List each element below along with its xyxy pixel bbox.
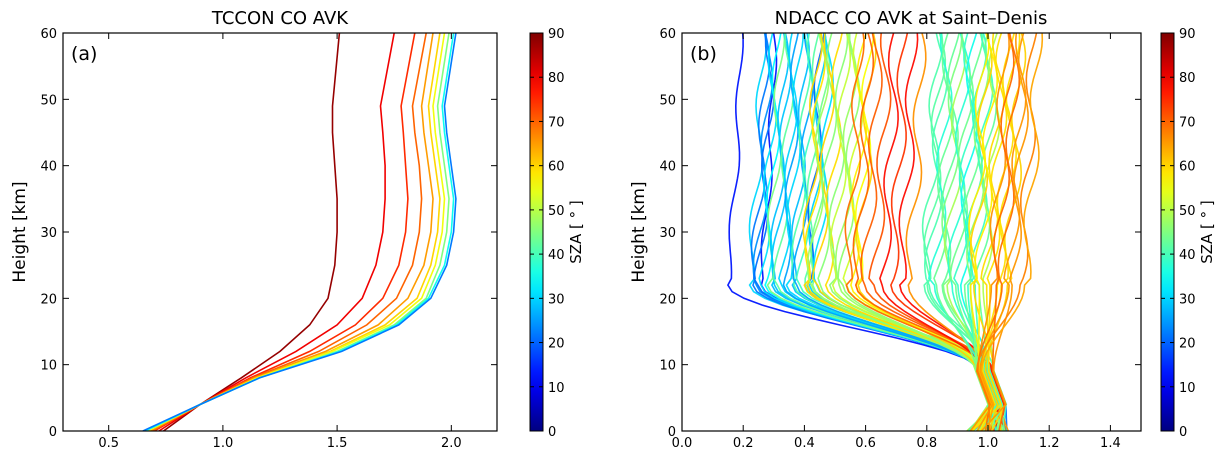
- y-tick-label: 40: [40, 160, 57, 175]
- y-tick-label: 10: [40, 359, 57, 374]
- colorbar-tick-label: 10: [548, 381, 565, 396]
- x-tick-label: 1.5: [327, 436, 348, 451]
- panel-a: TCCON CO AVK 0.5 1.0 1.5 2.0 0 10 20 30 40 50 60 Hei…: [10, 8, 585, 451]
- panel-b: NDACC CO AVK at Saint–Denis 0.0 0.2 0.4 0.6 0…: [629, 8, 1216, 451]
- colorbar-tick-label: 20: [548, 337, 565, 352]
- series-line-43: [890, 33, 1006, 431]
- x-tick-label: 0.5: [98, 436, 119, 451]
- colorbar-tick-label: 80: [1179, 71, 1196, 86]
- colorbar-tick-label: 30: [548, 292, 565, 307]
- series-line-68: [971, 33, 1008, 431]
- colorbar-label: SZA [ ° ]: [1198, 200, 1216, 264]
- colorbar-tick-label: 20: [1179, 337, 1196, 352]
- x-tick-label: 0.2: [733, 436, 754, 451]
- series-line-76: [980, 33, 1029, 431]
- y-tick-label: 40: [659, 160, 676, 175]
- chart-title: NDACC CO AVK at Saint–Denis: [775, 8, 1048, 29]
- x-tick-label: 0.8: [916, 436, 937, 451]
- x-tick-label: 0.6: [855, 436, 876, 451]
- y-tick-label: 60: [659, 27, 676, 42]
- series-line-0: [163, 33, 341, 431]
- series-group: [142, 33, 457, 431]
- y-axis-label: Height [km]: [629, 181, 649, 282]
- series-line-1: [158, 33, 395, 431]
- series-line-78: [980, 33, 1044, 431]
- colorbar-tick-label: 60: [548, 160, 565, 175]
- y-tick-label: 10: [659, 359, 676, 374]
- series-line-9: [142, 33, 457, 431]
- colorbar-label: SZA [ ° ]: [567, 200, 585, 264]
- series-line-6: [147, 33, 446, 431]
- colorbar-tick-label: 0: [548, 425, 556, 440]
- x-tick-label: 1.0: [978, 436, 999, 451]
- colorbar-tick-label: 30: [1179, 292, 1196, 307]
- colorbar-tick-label: 90: [548, 27, 565, 42]
- colorbar-tick-label: 40: [1179, 248, 1196, 263]
- y-tick-label: 50: [659, 93, 676, 108]
- colorbar: [529, 32, 544, 432]
- x-tick-label: 1.2: [1039, 436, 1060, 451]
- series-line-8: [144, 33, 455, 431]
- panel-label: (b): [690, 43, 717, 65]
- colorbar-tick-label: 70: [1179, 115, 1196, 130]
- plot-frame: [681, 32, 1142, 432]
- x-tick-label: 2.0: [441, 436, 462, 451]
- series-line-62: [973, 33, 1001, 431]
- colorbar-tick-label: 50: [1179, 204, 1196, 219]
- series-line-2: [153, 33, 416, 431]
- x-tick-label: 1.4: [1100, 436, 1121, 451]
- colorbar-tick-label: 10: [1179, 381, 1196, 396]
- colorbar-tick-label: 0: [1179, 425, 1187, 440]
- series-line-4: [149, 33, 434, 431]
- series-line-73: [991, 33, 1015, 431]
- y-tick-label: 30: [659, 226, 676, 241]
- chart-title: TCCON CO AVK: [211, 8, 349, 29]
- colorbar-tick-label: 80: [548, 71, 565, 86]
- y-tick-label: 30: [40, 226, 57, 241]
- colorbar-tick-label: 50: [548, 204, 565, 219]
- y-tick-label: 60: [40, 27, 57, 42]
- x-tick-label: 0.0: [672, 436, 693, 451]
- panel-label: (a): [71, 43, 97, 65]
- series-line-3: [151, 33, 427, 431]
- colorbar-tick-label: 70: [548, 115, 565, 130]
- y-tick-label: 0: [49, 425, 57, 440]
- colorbar-tick-label: 60: [1179, 160, 1196, 175]
- x-tick-label: 1.0: [213, 436, 234, 451]
- x-tick-label: 0.4: [794, 436, 815, 451]
- y-tick-label: 20: [40, 292, 57, 307]
- series-group: [726, 33, 1044, 431]
- y-tick-label: 0: [668, 425, 676, 440]
- y-tick-label: 20: [659, 292, 676, 307]
- colorbar-tick-label: 90: [1179, 27, 1196, 42]
- colorbar: [1160, 32, 1175, 432]
- y-axis-label: Height [km]: [10, 181, 30, 282]
- series-line-5: [147, 33, 441, 431]
- y-tick-label: 50: [40, 93, 57, 108]
- colorbar-tick-label: 40: [548, 248, 565, 263]
